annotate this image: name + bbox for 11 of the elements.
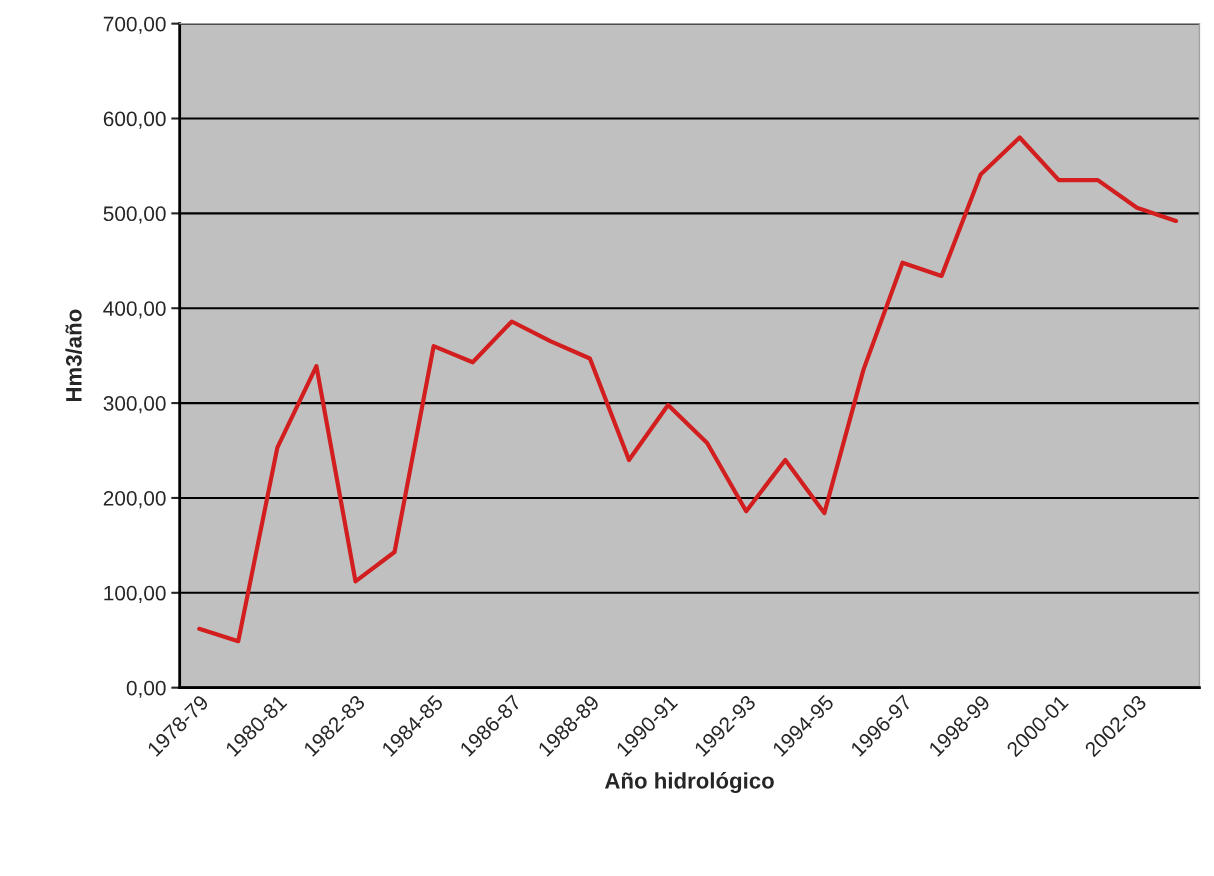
y-tick-label: 100,00 [104, 585, 166, 604]
y-tick-label: 500,00 [103, 206, 166, 224]
y-tick-label: 600,00 [103, 111, 166, 129]
y-axis-title: Hm3/año [65, 309, 82, 402]
x-axis-title: Año hidrológico [604, 772, 774, 794]
y-tick-label: 0,00 [126, 680, 166, 698]
line-series [197, 135, 1179, 644]
y-tick-label: 400,00 [103, 301, 166, 319]
y-tick-label: 200,00 [103, 490, 166, 509]
y-tick-label: 700,00 [103, 16, 166, 34]
y-tick-label: 300,00 [103, 396, 166, 414]
